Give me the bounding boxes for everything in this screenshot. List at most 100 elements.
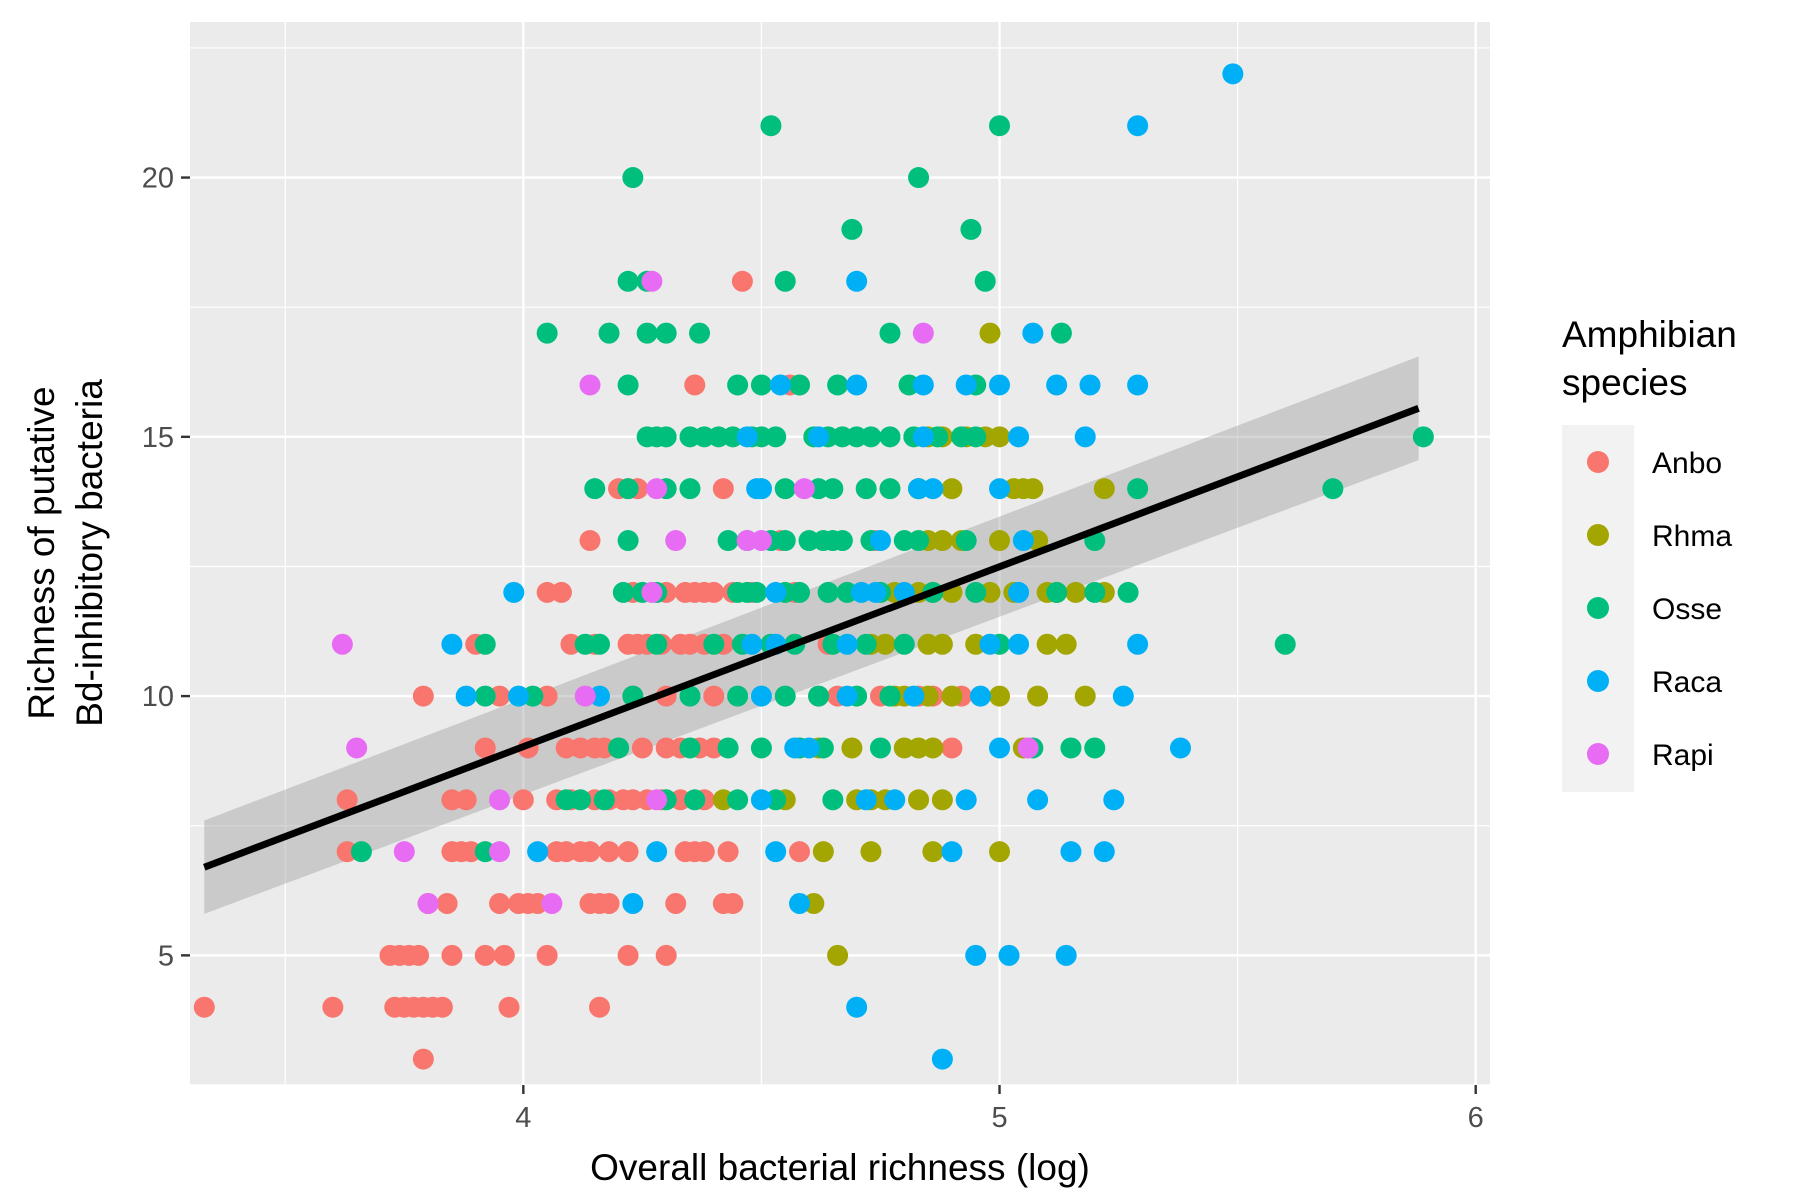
point-osse-80: [855, 478, 877, 500]
point-raca-53: [912, 426, 934, 448]
point-osse-0: [350, 841, 372, 863]
axes: 4 5 6 5 10 15 20: [142, 163, 1484, 1134]
point-raca-59: [955, 374, 977, 396]
point-rhma-31: [1036, 633, 1058, 655]
point-osse-119: [1050, 322, 1072, 344]
point-raca-44: [869, 530, 891, 552]
point-rapi-4: [489, 789, 511, 811]
point-anbo-8: [498, 996, 520, 1018]
point-raca-47: [750, 478, 772, 500]
regression-line-path: [203, 405, 1420, 871]
y-axis-title-line-2: Bd-inhibitory bacteria: [69, 379, 110, 727]
point-rhma-27: [874, 633, 896, 655]
point-anbo-10: [412, 1048, 434, 1070]
point-raca-63: [1127, 374, 1149, 396]
point-raca-60: [989, 374, 1011, 396]
point-anbo-75: [941, 737, 963, 759]
point-osse-115: [636, 322, 658, 344]
point-osse-99: [860, 426, 882, 448]
point-raca-34: [836, 633, 858, 655]
point-rapi-16: [579, 374, 601, 396]
point-osse-56: [1084, 581, 1106, 603]
point-anbo-23: [489, 893, 511, 915]
point-osse-39: [893, 633, 915, 655]
point-raca-54: [1008, 426, 1030, 448]
point-osse-116: [655, 322, 677, 344]
point-rapi-15: [793, 478, 815, 500]
point-osse-32: [646, 633, 668, 655]
series-raca: [441, 63, 1244, 1070]
point-osse-18: [1060, 737, 1082, 759]
point-raca-4: [1055, 944, 1077, 966]
point-anbo-45: [693, 841, 715, 863]
point-anbo-17: [493, 944, 515, 966]
point-raca-8: [646, 841, 668, 863]
point-osse-79: [822, 478, 844, 500]
point-raca-37: [1127, 633, 1149, 655]
point-raca-22: [1169, 737, 1191, 759]
point-osse-10: [608, 737, 630, 759]
point-osse-59: [717, 530, 739, 552]
point-rhma-12: [931, 789, 953, 811]
legend-key-anbo: [1587, 451, 1609, 473]
y-tick-label-1: 10: [142, 681, 174, 713]
point-raca-61: [1046, 374, 1068, 396]
point-osse-100: [879, 426, 901, 448]
point-raca-6: [789, 893, 811, 915]
point-osse-73: [617, 478, 639, 500]
point-osse-23: [679, 685, 701, 707]
point-rapi-18: [912, 322, 934, 344]
point-osse-62: [774, 530, 796, 552]
point-rhma-14: [841, 737, 863, 759]
point-osse-24: [727, 685, 749, 707]
point-raca-2: [965, 944, 987, 966]
point-osse-109: [789, 374, 811, 396]
point-anbo-50: [455, 789, 477, 811]
point-raca-66: [1127, 115, 1149, 137]
point-osse-104: [965, 426, 987, 448]
point-raca-5: [622, 893, 644, 915]
point-raca-64: [1022, 322, 1044, 344]
point-osse-118: [879, 322, 901, 344]
legend-label-osse: Osse: [1652, 593, 1722, 626]
point-anbo-111: [579, 530, 601, 552]
y-axis-title-line-1: Richness of putative: [21, 386, 62, 719]
point-osse-122: [774, 270, 796, 292]
y-tick-label-0: 5: [158, 940, 174, 972]
point-anbo-15: [441, 944, 463, 966]
point-raca-28: [903, 685, 925, 707]
point-anbo-118: [684, 374, 706, 396]
point-raca-50: [989, 478, 1011, 500]
point-osse-83: [1127, 478, 1149, 500]
point-osse-66: [831, 530, 853, 552]
point-rapi-13: [750, 530, 772, 552]
point-osse-12: [717, 737, 739, 759]
point-anbo-9: [589, 996, 611, 1018]
point-osse-106: [617, 374, 639, 396]
point-anbo-29: [598, 893, 620, 915]
legend-key-rapi: [1587, 743, 1609, 765]
point-anbo-51: [512, 789, 534, 811]
point-raca-36: [1008, 633, 1030, 655]
point-raca-55: [1074, 426, 1096, 448]
legend-title-line-1: Amphibian: [1562, 314, 1737, 355]
point-raca-23: [455, 685, 477, 707]
point-osse-50: [817, 581, 839, 603]
point-osse-31: [589, 633, 611, 655]
point-osse-41: [1274, 633, 1296, 655]
point-anbo-19: [617, 944, 639, 966]
point-raca-45: [1012, 530, 1034, 552]
point-raca-10: [941, 841, 963, 863]
point-rapi-1: [541, 893, 563, 915]
point-osse-87: [655, 426, 677, 448]
point-raca-35: [979, 633, 1001, 655]
x-tick-label-0: 4: [515, 1102, 531, 1134]
point-raca-15: [884, 789, 906, 811]
point-osse-117: [689, 322, 711, 344]
point-osse-13: [750, 737, 772, 759]
point-osse-9: [822, 789, 844, 811]
point-osse-20: [474, 685, 496, 707]
point-osse-54: [965, 581, 987, 603]
point-anbo-81: [703, 685, 725, 707]
point-anbo-101: [550, 581, 572, 603]
